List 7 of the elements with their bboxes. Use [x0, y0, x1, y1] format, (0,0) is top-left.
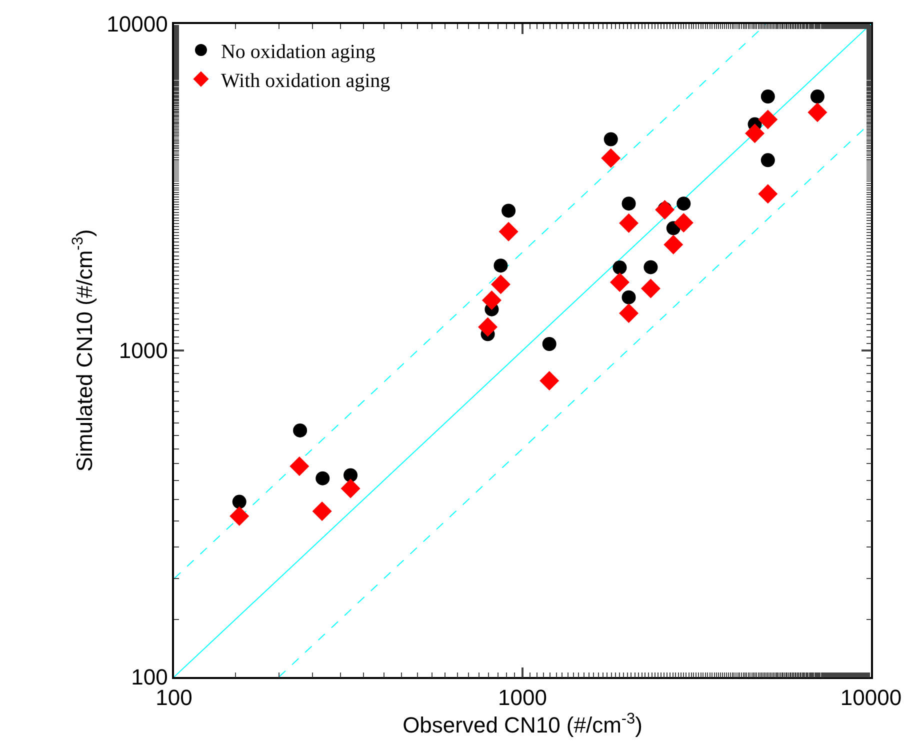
x-tick-label: 10000	[840, 685, 902, 710]
x-axis-title: Observed CN10 (#/cm$^{-3}$)	[402, 710, 642, 738]
y-tick-label: 1000	[118, 338, 168, 364]
x-tick-label: 1000	[498, 685, 547, 710]
y-tick-label: 10000	[106, 12, 168, 37]
legend-label: No oxidation aging	[220, 40, 376, 63]
legend-label: With oxidation aging	[220, 70, 390, 92]
